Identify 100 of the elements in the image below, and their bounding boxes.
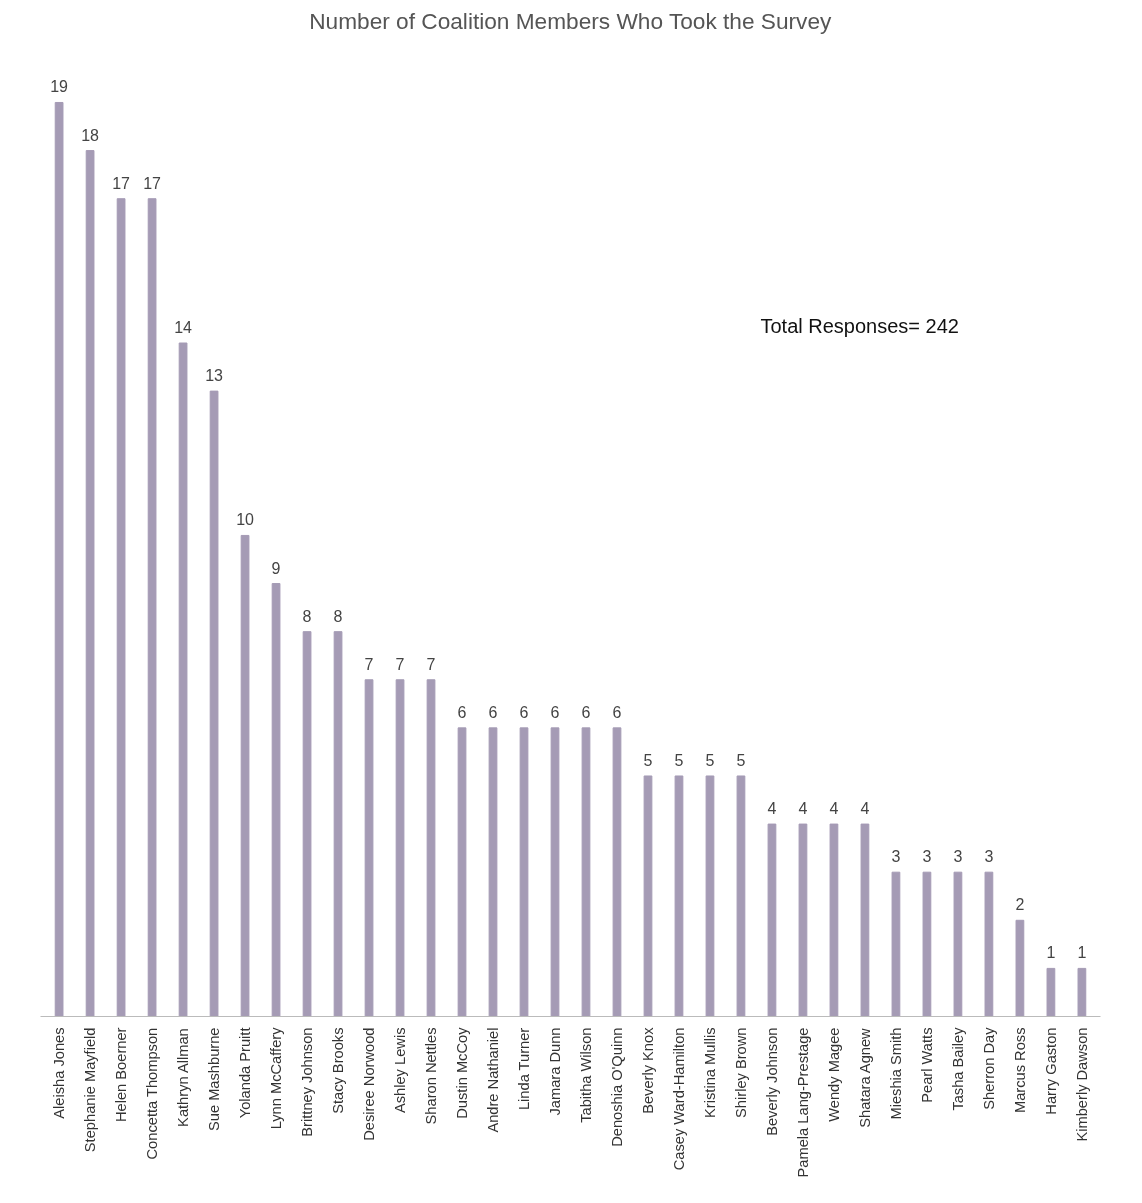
- bar: [116, 198, 126, 1017]
- x-tick-label: Beverly Johnson: [763, 1027, 780, 1136]
- x-tick-label: Sharon Nettles: [423, 1027, 440, 1125]
- bar: [829, 823, 839, 1017]
- data-label: 5: [705, 751, 715, 769]
- x-tick-label: Brittney Johnson: [299, 1027, 316, 1137]
- data-label: 9: [271, 559, 281, 577]
- bar: [984, 871, 994, 1017]
- bar: [302, 631, 312, 1017]
- data-label: 4: [860, 800, 870, 818]
- data-label: 7: [364, 655, 374, 673]
- data-label: 6: [550, 703, 560, 721]
- x-tick-label: Pearl Watts: [918, 1027, 935, 1103]
- data-label: 1: [1077, 944, 1087, 962]
- x-tick-label: Tasha Bailey: [949, 1026, 966, 1111]
- x-tick-label: Casey Ward-Hamilton: [670, 1027, 687, 1171]
- data-label: 6: [581, 703, 591, 721]
- data-label: 18: [81, 126, 100, 144]
- data-label: 5: [674, 751, 684, 769]
- x-tick-label: Lynn McCaffery: [268, 1026, 285, 1130]
- bar: [1046, 967, 1056, 1017]
- x-tick-label: Linda Turner: [516, 1027, 533, 1111]
- data-label: 4: [829, 800, 839, 818]
- data-label: 6: [488, 703, 498, 721]
- bar: [612, 727, 622, 1017]
- x-tick-label: Stephanie Mayfield: [82, 1027, 99, 1153]
- bar: [581, 727, 591, 1017]
- bar: [271, 583, 281, 1017]
- bar: [457, 727, 467, 1017]
- x-tick-label: Tabitha Wilson: [578, 1027, 594, 1123]
- data-label: 4: [767, 800, 777, 818]
- x-tick-label: Shatara Agnew: [856, 1027, 873, 1128]
- bar: [209, 390, 219, 1017]
- x-tick-label: Desiree Norwood: [361, 1027, 378, 1141]
- bar: [705, 775, 715, 1017]
- x-tick-label: Kristina Mullis: [701, 1027, 718, 1118]
- bar: [798, 823, 808, 1017]
- x-tick-label: Kathryn Allman: [175, 1028, 192, 1127]
- x-tick-label: Ashley Lewis: [392, 1027, 409, 1114]
- data-label: 17: [143, 174, 162, 192]
- x-tick-label: Shirley Brown: [732, 1027, 749, 1118]
- data-label: 4: [798, 800, 808, 818]
- x-tick-label: Jamara Dunn: [547, 1027, 563, 1116]
- bar: [767, 823, 777, 1017]
- bar: [1077, 967, 1087, 1017]
- data-label: 13: [205, 367, 224, 385]
- bar: [922, 871, 932, 1017]
- x-tick-label: Yolanda Pruitt: [237, 1027, 254, 1119]
- data-label: 3: [953, 848, 963, 866]
- x-tick-label: Sherron Day: [980, 1026, 997, 1110]
- data-label: 6: [457, 703, 467, 721]
- bar: [364, 679, 374, 1017]
- data-label: 3: [984, 848, 994, 866]
- data-label: 8: [333, 607, 343, 625]
- data-label: 3: [891, 848, 901, 866]
- bar: [333, 631, 343, 1017]
- data-label: 2: [1015, 896, 1025, 914]
- bar: [891, 871, 901, 1017]
- data-label: 19: [50, 78, 69, 96]
- bar: [85, 150, 95, 1017]
- bar: [1015, 919, 1025, 1017]
- data-label: 7: [426, 655, 436, 673]
- bar: [147, 198, 157, 1017]
- data-label: 14: [174, 319, 193, 337]
- data-label: 8: [302, 607, 312, 625]
- bar: [674, 775, 684, 1017]
- x-tick-label: Pamela Lang-Prestage: [794, 1027, 811, 1178]
- x-tick-label: Concetta Thompson: [144, 1027, 161, 1160]
- bar: [178, 342, 188, 1017]
- bar: [240, 534, 250, 1017]
- data-label: 7: [395, 655, 405, 673]
- x-tick-label: Harry Gaston: [1042, 1027, 1059, 1115]
- bar: [736, 775, 746, 1017]
- x-tick-label: Denoshia O'Quinn: [608, 1027, 625, 1147]
- x-tick-label: Beverly Knox: [639, 1026, 656, 1114]
- data-label: 10: [236, 511, 255, 529]
- bar: [426, 679, 436, 1017]
- x-tick-label: Marcus Ross: [1011, 1027, 1028, 1114]
- bar: [643, 775, 653, 1017]
- annotation: Total Responses= 242: [760, 314, 959, 337]
- chart-title: Number of Coalition Members Who Took the Survey: [309, 7, 833, 34]
- data-label: 5: [736, 751, 746, 769]
- x-tick-label: Sue Mashburne: [206, 1027, 223, 1131]
- bar: [395, 679, 405, 1017]
- data-label: 3: [922, 848, 932, 866]
- data-label: 1: [1046, 944, 1056, 962]
- x-tick-label: Kimberly Dawson: [1073, 1027, 1090, 1142]
- bar: [550, 727, 560, 1017]
- x-tick-label: Aleisha Jones: [51, 1027, 68, 1119]
- bar: [488, 727, 498, 1017]
- data-label: 6: [519, 703, 529, 721]
- bar: [953, 871, 963, 1017]
- data-label: 6: [612, 703, 622, 721]
- data-label: 17: [112, 174, 131, 192]
- x-tick-label: Stacy Brooks: [330, 1027, 347, 1114]
- bar: [519, 727, 529, 1017]
- x-tick-label: Mieshia Smith: [887, 1027, 904, 1120]
- bar: [54, 101, 64, 1017]
- bar: [860, 823, 870, 1017]
- x-tick-label: Wendy Magee: [825, 1027, 842, 1122]
